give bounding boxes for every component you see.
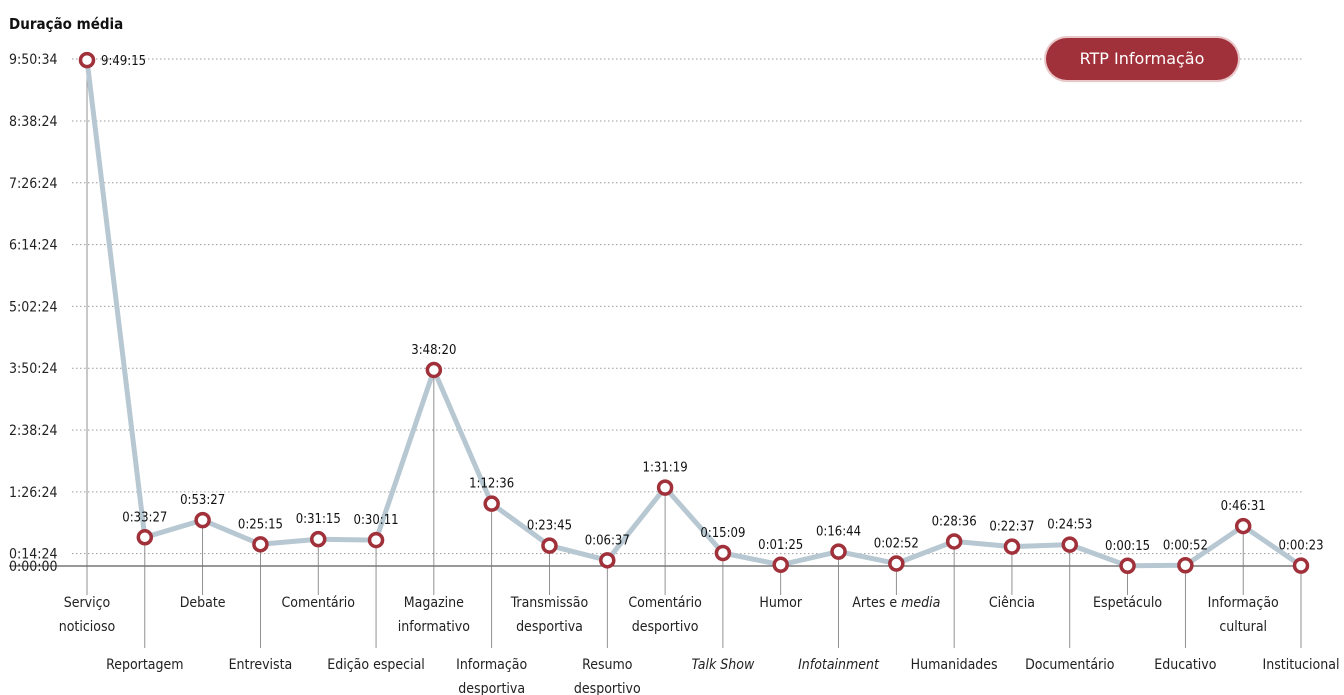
category-label: Reportagem [106, 657, 183, 673]
category-label: Informação desportiva [456, 657, 527, 695]
category-label: Artes e media [852, 595, 940, 611]
data-point [483, 495, 500, 512]
data-point [1234, 517, 1252, 535]
data-label: 0:00:52 [1163, 538, 1208, 553]
y-tick-label: 9:50:34 [9, 52, 58, 68]
drop-lines [86, 60, 1302, 648]
y-tick-label: 2:38:24 [9, 423, 58, 439]
data-point [1177, 557, 1194, 574]
data-label: 1:12:36 [469, 477, 514, 492]
data-point [252, 536, 269, 553]
category-label: Edição especial [327, 657, 425, 673]
data-label: 1:31:19 [643, 461, 688, 476]
category-labels: Serviço noticioso Reportagem Debate Entrevis… [59, 595, 1340, 695]
data-point [194, 511, 211, 529]
data-label: 0:53:27 [180, 493, 225, 508]
legend-series-badge: RTP Informação [1046, 38, 1238, 80]
y-tick-label: 7:26:24 [9, 176, 58, 192]
data-label: 0:16:44 [816, 525, 861, 540]
data-point [599, 552, 616, 569]
category-label: Infotainment [798, 657, 880, 673]
data-label: 0:25:15 [238, 517, 283, 532]
category-label: Educativo [1154, 657, 1216, 673]
data-point [945, 533, 963, 550]
y-tick-label: 8:38:24 [9, 114, 58, 130]
data-point [656, 479, 674, 496]
category-label: Humor [759, 595, 802, 611]
data-label: 0:28:36 [932, 514, 977, 529]
category-label: Humanidades [911, 657, 998, 673]
category-label: Comentário desportivo [628, 595, 702, 635]
data-label: 0:24:53 [1047, 518, 1092, 533]
category-label: Resumo desportivo [574, 657, 641, 695]
data-label: 0:01:25 [758, 538, 803, 553]
category-label: Magazine informativo [398, 595, 470, 635]
data-point [888, 555, 905, 572]
y-tick-labels: 0:00:000:14:24 1:26:24 2:38:24 3:50:24 5:02:… [9, 52, 58, 575]
data-label: 0:00:15 [1105, 539, 1150, 554]
data-point [541, 537, 558, 554]
data-label: 0:33:27 [122, 510, 167, 525]
data-point [425, 361, 443, 379]
data-point [78, 51, 96, 69]
category-label: Comentário [281, 595, 355, 611]
category-label: Documentário [1025, 657, 1115, 673]
data-label: 0:00:23 [1278, 539, 1323, 554]
data-point [136, 529, 154, 546]
y-tick-label: 0:00:00 [9, 559, 58, 575]
data-label: 0:22:37 [989, 520, 1034, 535]
y-tick-label: 3:50:24 [9, 361, 58, 377]
data-point [830, 543, 847, 560]
data-point [714, 544, 732, 562]
data-label: 0:15:09 [700, 526, 745, 541]
data-label: 0:23:45 [527, 519, 572, 534]
category-label: Entrevista [229, 657, 293, 673]
data-label: 0:30:11 [354, 513, 399, 528]
category-label: Ciência [989, 595, 1035, 611]
y-tick-label: 6:14:24 [9, 238, 58, 254]
data-label: 0:02:52 [874, 537, 919, 552]
category-label: Serviço noticioso [59, 595, 116, 635]
series-line [84, 59, 1303, 569]
category-label: Espetáculo [1093, 595, 1162, 611]
data-point [309, 530, 327, 548]
data-label: 0:06:37 [585, 533, 630, 548]
category-label: Debate [180, 595, 226, 611]
y-tick-label: 0:14:24 [9, 547, 58, 563]
data-points [78, 51, 1310, 575]
data-point [1003, 538, 1021, 555]
category-label: Institucional [1263, 657, 1340, 673]
y-tick-label: 5:02:24 [9, 299, 58, 315]
data-label: 9:49:15 [101, 54, 146, 69]
grid-lines [9, 58, 1302, 567]
data-point [1061, 536, 1079, 553]
data-label: 3:48:20 [411, 343, 456, 358]
data-label: 0:46:31 [1221, 499, 1266, 514]
category-label: Transmissão desportiva [510, 595, 589, 635]
series-line-group [84, 59, 1303, 569]
data-point [1119, 557, 1136, 575]
data-label: 0:31:15 [296, 512, 341, 527]
data-point [1292, 557, 1310, 574]
category-label: Informação cultural [1208, 595, 1279, 635]
y-axis-title: Duração média [9, 15, 123, 33]
category-label: Talk Show [692, 657, 755, 673]
y-tick-label: 1:26:24 [9, 485, 58, 501]
data-point [367, 531, 385, 549]
data-point [772, 556, 789, 574]
data-labels: 9:49:15 0:33:27 0:53:27 0:25:15 0:31:15 0:30:… [101, 54, 1324, 554]
